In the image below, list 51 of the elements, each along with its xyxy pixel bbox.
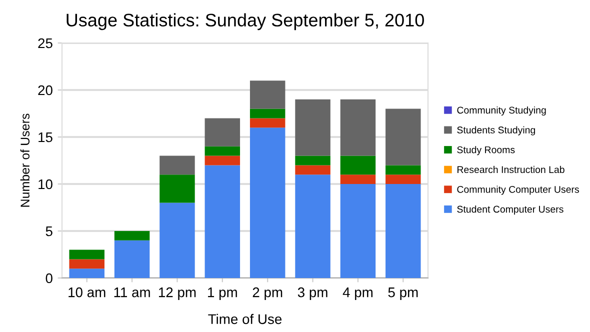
- bar: [386, 174, 421, 184]
- x-tick-label: 3 pm: [298, 287, 328, 300]
- bar: [69, 268, 104, 278]
- bar: [386, 108, 421, 166]
- bar: [160, 156, 195, 175]
- bar: [69, 259, 104, 269]
- bar: [340, 156, 376, 175]
- y-tick-label: 15: [38, 132, 52, 142]
- bar: [250, 128, 286, 278]
- x-tick-label: 5 pm: [388, 288, 418, 300]
- bar: [160, 202, 195, 278]
- legend-label: Study Rooms: [457, 146, 515, 156]
- x-tick-label: 2 pm: [252, 287, 282, 300]
- x-tick-label: 11 am: [114, 288, 150, 298]
- y-tick-label: 5: [46, 226, 52, 236]
- x-axis-title: Time of Use: [208, 314, 282, 324]
- bar: [295, 174, 330, 278]
- x-tick-label: 4 pm: [342, 288, 372, 300]
- bar: [295, 165, 330, 175]
- bar: [69, 250, 104, 260]
- bar: [204, 118, 240, 146]
- bar: [114, 240, 150, 278]
- bar: [250, 108, 286, 118]
- y-axis-title: Number of Users: [20, 114, 30, 207]
- y-tick-label: 0: [46, 273, 52, 284]
- bar: [250, 80, 286, 109]
- bar: [386, 184, 421, 278]
- bar: [340, 174, 376, 184]
- bar: [386, 165, 421, 175]
- bar: [204, 165, 240, 278]
- bar: [295, 156, 330, 166]
- x-tick-label: 10 am: [68, 287, 106, 298]
- legend-label: Research Instruction Lab: [458, 166, 564, 174]
- bar: [295, 99, 330, 156]
- bar: [160, 174, 195, 203]
- y-tick-label: 10: [38, 179, 52, 190]
- legend-label: Student Computer Users: [457, 206, 564, 215]
- chart-title: Usage Statistics: Sunday September 5, 2010: [66, 13, 424, 30]
- legend-label: Community Studying: [457, 106, 546, 116]
- y-tick-label: 25: [38, 38, 52, 48]
- bar: [340, 99, 376, 156]
- bar: [114, 231, 150, 240]
- bar: [204, 156, 240, 166]
- legend-label: Students Studying: [457, 126, 535, 136]
- bar: [250, 118, 286, 128]
- x-tick-label: 1 pm: [208, 288, 237, 300]
- x-tick-label: 12 pm: [158, 287, 196, 300]
- y-tick-label: 20: [38, 85, 52, 96]
- bar: [204, 146, 240, 156]
- legend-label: Community Computer Users: [457, 186, 579, 195]
- bar: [340, 184, 376, 278]
